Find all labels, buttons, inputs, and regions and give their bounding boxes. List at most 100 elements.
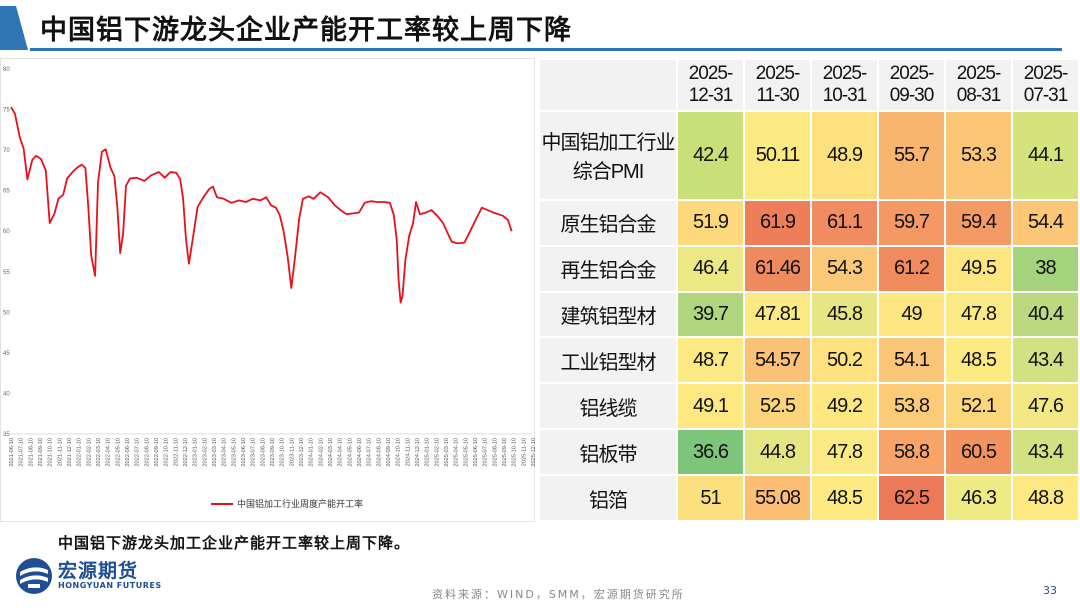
table-cell: 46.4 xyxy=(676,244,745,293)
title-underline xyxy=(30,48,1062,51)
table-cell: 49.2 xyxy=(810,382,879,431)
table-cell: 59.4 xyxy=(944,198,1013,247)
y-tick-label: 65 xyxy=(3,189,10,195)
x-tick-label: 2024-10-10 xyxy=(396,438,402,467)
table-cell: 55.08 xyxy=(743,474,812,522)
table-cell: 61.46 xyxy=(743,244,812,293)
y-tick-label: 40 xyxy=(3,391,10,397)
title-bar: 中国铝下游龙头企业产能开工率较上周下降 xyxy=(0,0,1080,56)
pmi-table-wrapper: 2025-12-31 2025-11-30 2025-10-31 2025-09-30… xyxy=(538,58,1080,522)
page-title: 中国铝下游龙头企业产能开工率较上周下降 xyxy=(40,15,572,46)
x-tick-label: 2022-08-10 xyxy=(144,438,150,467)
x-tick-label: 2023-05-10 xyxy=(231,438,237,467)
x-tick-label: 2024-02-10 xyxy=(318,438,324,467)
x-tick-label: 2023-10-10 xyxy=(280,438,286,467)
table-cell: 52.5 xyxy=(743,382,812,431)
x-tick-label: 2022-11-10 xyxy=(173,438,179,466)
table-cell: 36.6 xyxy=(676,428,745,477)
table-row-label: 铝板带 xyxy=(538,428,678,477)
table-row-label: 中国铝加工行业综合PMI xyxy=(538,110,678,201)
line-chart-panel: 80 75 70 65 60 55 50 45 40 35 2021-06-10 2021-07-10… xyxy=(0,58,536,522)
y-tick-label: 80 xyxy=(3,67,10,73)
table-cell: 47.8 xyxy=(944,290,1013,339)
table-cell: 49.1 xyxy=(676,382,745,431)
table-cell: 54.57 xyxy=(743,336,812,385)
x-tick-label: 2022-03-10 xyxy=(96,438,102,467)
table-cell: 48.7 xyxy=(676,336,745,385)
x-tick-label: 2021-07-10 xyxy=(19,438,25,467)
table-cell: 48.8 xyxy=(1011,474,1080,522)
table-row-label: 建筑铝型材 xyxy=(538,290,678,339)
x-tick-label: 2025-01-10 xyxy=(425,438,431,467)
table-column-header: 2025-09-30 xyxy=(877,58,946,112)
x-tick-label: 2025-11-10 xyxy=(521,438,527,466)
table-row: 铝线缆 49.1 52.5 49.2 53.8 52.1 47.6 xyxy=(538,382,1080,431)
x-tick-label: 2023-07-10 xyxy=(251,438,257,467)
table-cell: 38 xyxy=(1011,244,1080,293)
table-cell: 42.4 xyxy=(676,110,745,201)
table-cell: 43.4 xyxy=(1011,428,1080,477)
x-tick-label: 2021-12-10 xyxy=(67,438,73,467)
table-cell: 49 xyxy=(877,290,946,339)
x-tick-label: 2022-01-10 xyxy=(77,438,83,467)
x-tick-label: 2025-02-10 xyxy=(434,438,440,467)
table-cell: 39.7 xyxy=(676,290,745,339)
table-cell: 43.4 xyxy=(1011,336,1080,385)
table-cell: 48.5 xyxy=(944,336,1013,385)
table-cell: 47.6 xyxy=(1011,382,1080,431)
x-tick-label: 2022-07-10 xyxy=(135,438,141,467)
x-tick-label: 2021-11-10 xyxy=(57,438,63,466)
y-tick-label: 35 xyxy=(3,432,10,438)
y-tick-label: 50 xyxy=(3,310,10,316)
x-tick-label: 2024-07-10 xyxy=(367,438,373,467)
table-cell: 45.8 xyxy=(810,290,879,339)
table-column-header: 2025-12-31 xyxy=(676,58,745,112)
x-tick-label: 2023-01-10 xyxy=(193,438,199,467)
x-tick-label: 2021-09-10 xyxy=(38,438,44,467)
table-row: 中国铝加工行业综合PMI 42.4 50.11 48.9 55.7 53.3 44.1 xyxy=(538,110,1080,201)
x-tick-label: 2022-04-10 xyxy=(106,438,112,467)
x-tick-label: 2022-12-10 xyxy=(183,438,189,467)
x-tick-label: 2025-07-10 xyxy=(483,438,489,467)
x-tick-label: 2024-11-10 xyxy=(405,438,411,466)
x-tick-label: 2024-12-10 xyxy=(415,438,421,467)
x-tick-label: 2025-04-10 xyxy=(454,438,460,467)
table-header-row: 2025-12-31 2025-11-30 2025-10-31 2025-09-30… xyxy=(538,58,1080,112)
x-tick-label: 2022-09-10 xyxy=(154,438,160,467)
x-tick-label: 2025-06-10 xyxy=(473,438,479,467)
x-tick-label: 2022-05-10 xyxy=(115,438,121,467)
table-cell: 44.1 xyxy=(1011,110,1080,201)
x-tick-label: 2024-06-10 xyxy=(357,438,363,467)
pmi-table: 2025-12-31 2025-11-30 2025-10-31 2025-09-30… xyxy=(538,58,1080,522)
x-tick-label: 2025-08-10 xyxy=(492,438,498,467)
x-tick-label: 2023-11-10 xyxy=(289,438,295,466)
table-cell: 61.1 xyxy=(810,198,879,247)
table-cell: 58.8 xyxy=(877,428,946,477)
table-row-label: 原生铝合金 xyxy=(538,198,678,247)
table-row: 再生铝合金 46.4 61.46 54.3 61.2 49.5 38 xyxy=(538,244,1080,293)
table-cell: 40.4 xyxy=(1011,290,1080,339)
x-tick-label: 2025-10-10 xyxy=(512,438,518,467)
table-cell: 48.9 xyxy=(810,110,879,201)
table-cell: 47.81 xyxy=(743,290,812,339)
x-tick-label: 2024-05-10 xyxy=(347,438,353,467)
table-cell: 61.9 xyxy=(743,198,812,247)
page-number: 33 xyxy=(1043,584,1057,597)
x-tick-label: 2024-04-10 xyxy=(338,438,344,467)
table-row: 原生铝合金 51.9 61.9 61.1 59.7 59.4 54.4 xyxy=(538,198,1080,247)
table-row: 工业铝型材 48.7 54.57 50.2 54.1 48.5 43.4 xyxy=(538,336,1080,385)
logo-emblem-icon xyxy=(16,558,52,594)
x-tick-label: 2023-04-10 xyxy=(222,438,228,467)
y-tick-label: 70 xyxy=(3,148,10,154)
x-tick-label: 2023-12-10 xyxy=(299,438,305,467)
x-tick-label: 2021-10-10 xyxy=(48,438,54,467)
table-cell: 46.3 xyxy=(944,474,1013,522)
x-tick-label: 2023-02-10 xyxy=(202,438,208,467)
table-cell: 54.3 xyxy=(810,244,879,293)
x-tick-label: 2021-06-10 xyxy=(9,438,15,467)
table-cell: 47.8 xyxy=(810,428,879,477)
x-tick-label: 2023-06-10 xyxy=(241,438,247,467)
y-tick-label: 45 xyxy=(3,351,10,357)
x-tick-label: 2025-05-10 xyxy=(463,438,469,467)
